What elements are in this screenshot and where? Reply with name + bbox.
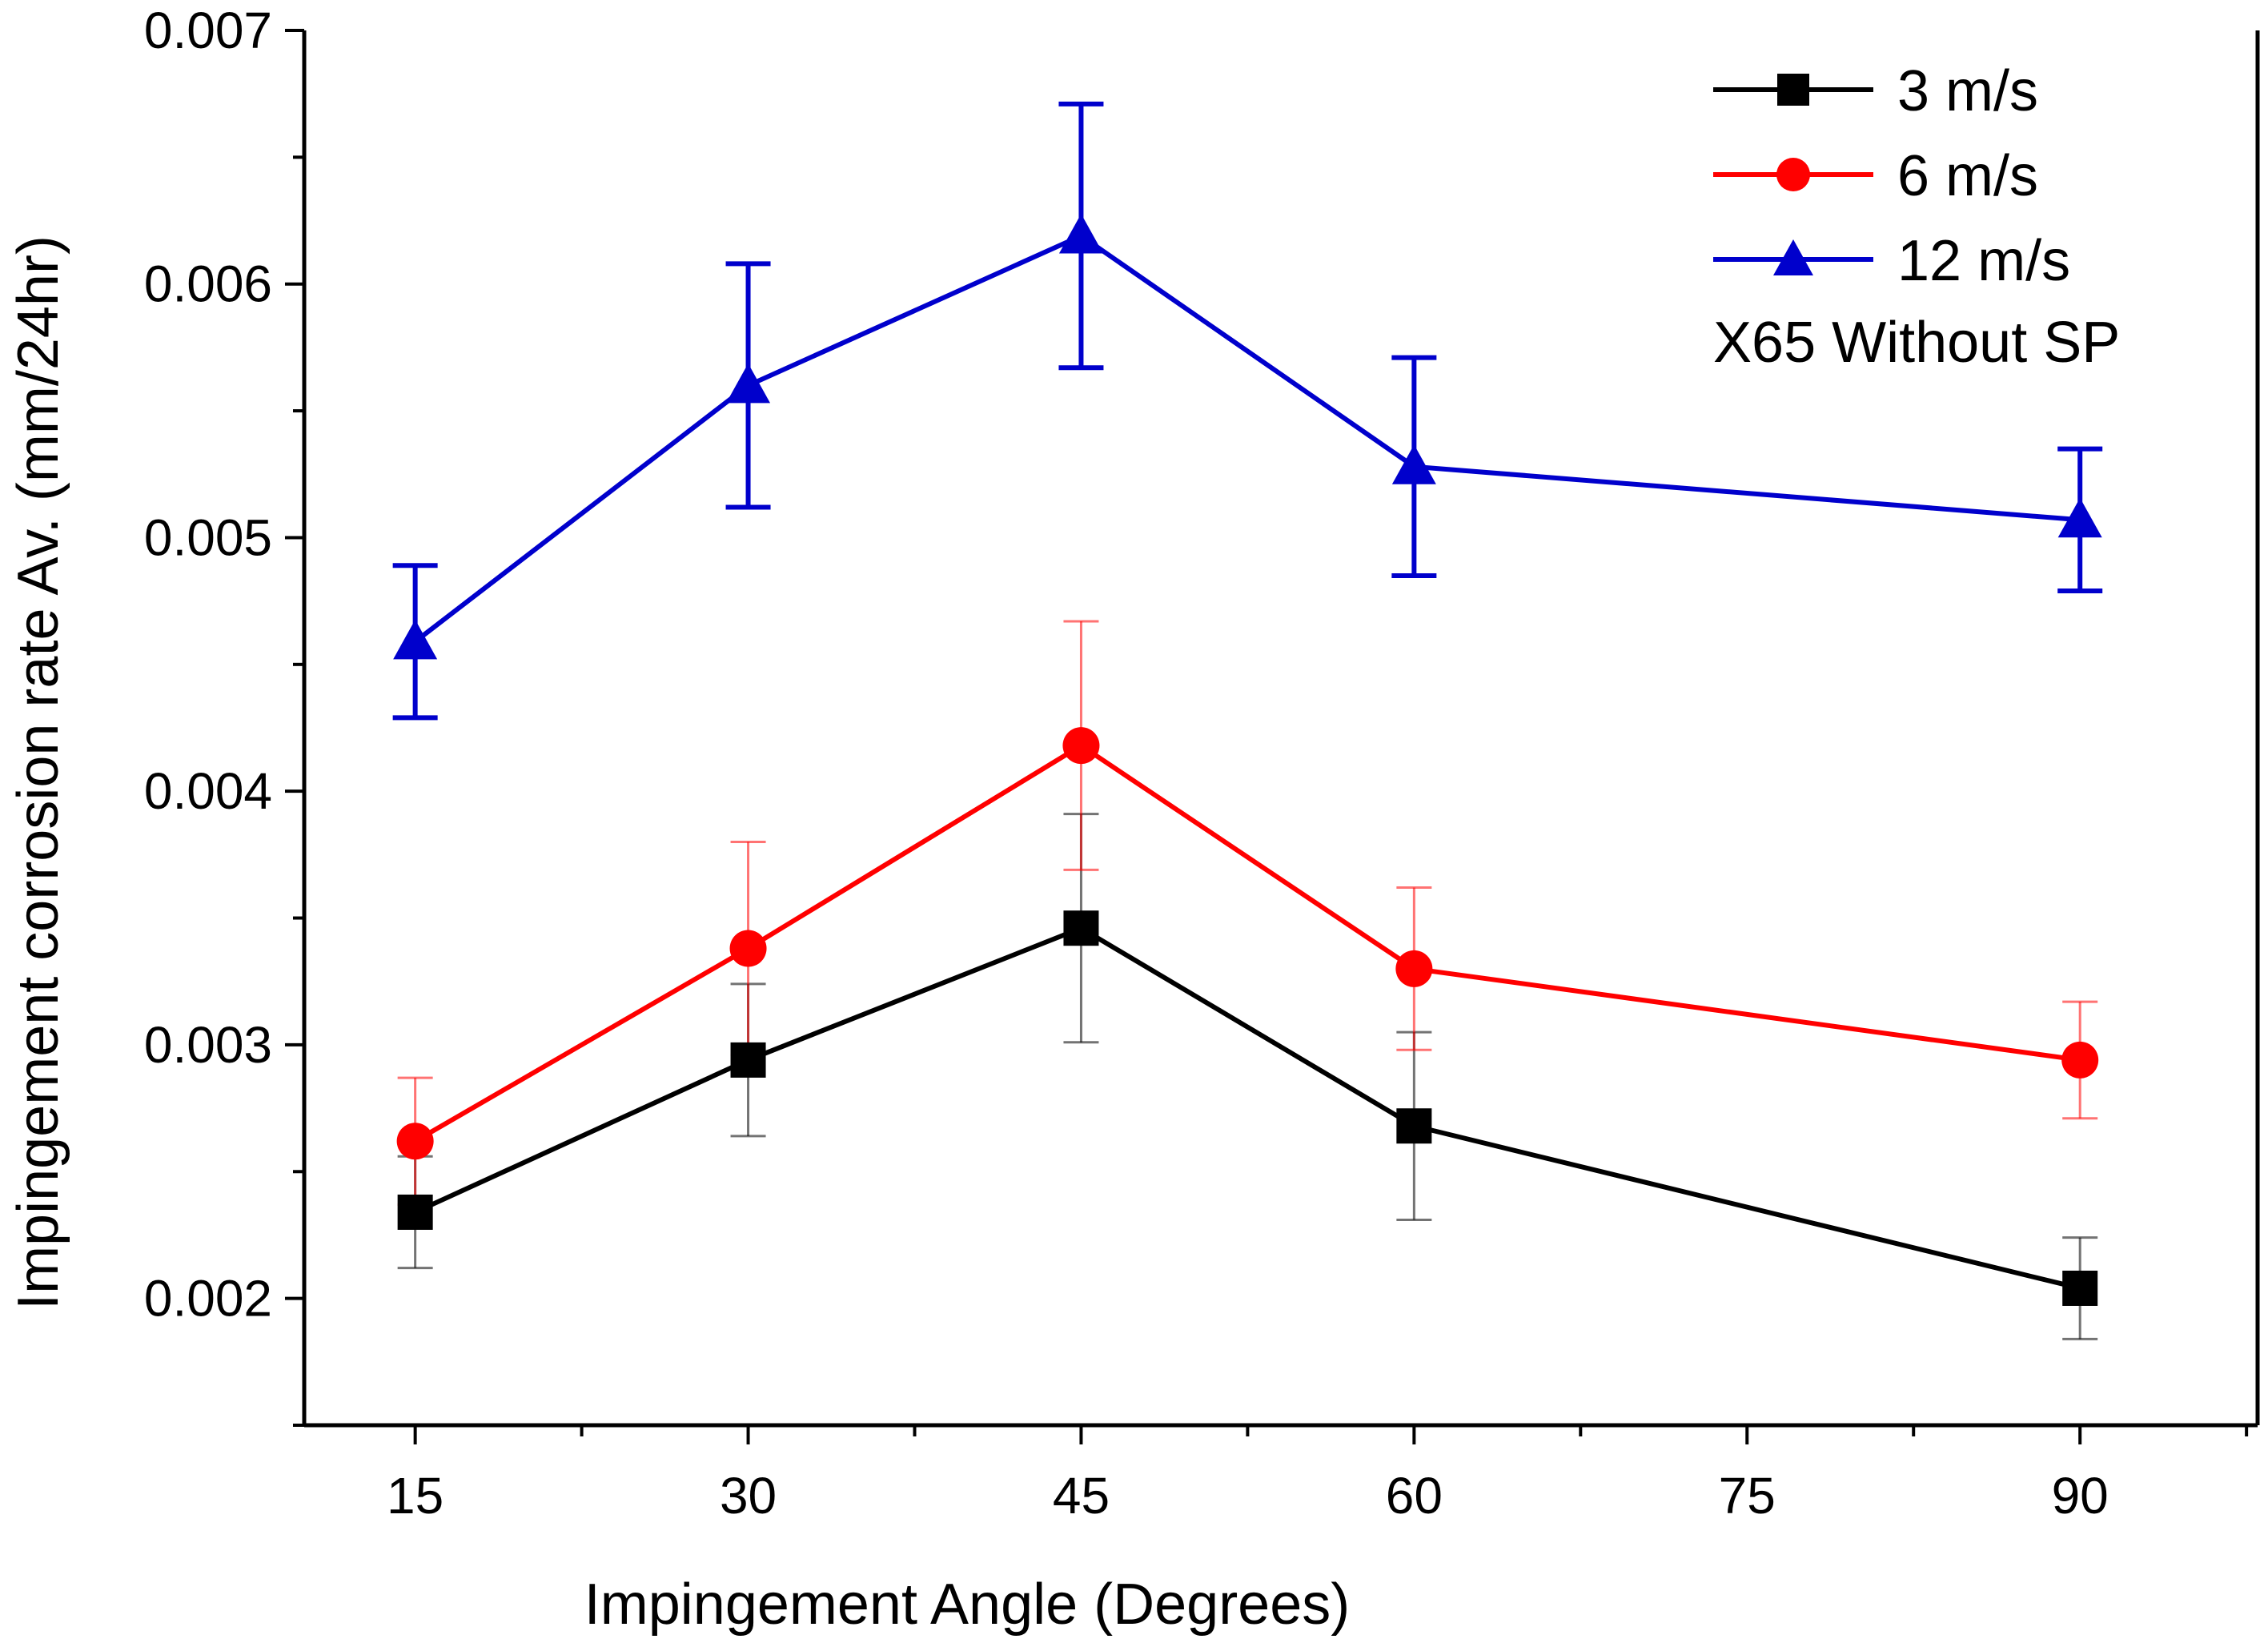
x-tick-label: 30 <box>720 1467 777 1525</box>
legend-marker <box>1777 74 1809 106</box>
data-point <box>1391 444 1436 484</box>
plot-frame <box>302 30 2260 1428</box>
legend-marker <box>1773 239 1813 275</box>
x-tick-label: 60 <box>1386 1467 1443 1525</box>
data-point <box>396 1123 434 1160</box>
series-markers <box>393 214 2102 1306</box>
x-axis-title: Impingement Angle (Degrees) <box>584 1573 1351 1637</box>
chart-annotation: X65 Without SP <box>1713 311 2120 375</box>
y-axis-ticks: 0.002 0.003 0.004 0.005 0.006 0.007 <box>144 2 304 1427</box>
data-point <box>1396 1108 1432 1144</box>
x-axis-ticks: 15 30 45 60 75 90 <box>387 1425 2249 1525</box>
data-point <box>1062 727 1100 765</box>
y-tick-label: 0.005 <box>144 508 272 566</box>
data-point <box>730 1042 766 1078</box>
y-tick-label: 0.007 <box>144 2 272 59</box>
legend-label: 12 m/s <box>1897 229 2070 293</box>
data-point <box>393 619 438 660</box>
y-axis-title: Impingement corrosion rate Av. (mm/24hr) <box>6 235 70 1310</box>
legend-label: 3 m/s <box>1897 59 2038 123</box>
y-tick-label: 0.003 <box>144 1016 272 1074</box>
y-tick-label: 0.004 <box>144 762 272 820</box>
series-lines <box>413 233 2081 1291</box>
data-point <box>2061 1041 2099 1079</box>
y-tick-label: 0.006 <box>144 255 272 313</box>
data-point <box>726 363 771 404</box>
x-tick-label: 90 <box>2052 1467 2109 1525</box>
data-point <box>2057 497 2102 538</box>
x-tick-label: 75 <box>1719 1467 1776 1525</box>
data-point <box>729 930 767 967</box>
legend-marker <box>1776 158 1810 191</box>
series-line <box>413 233 2081 644</box>
data-point <box>1058 214 1103 254</box>
series-line <box>414 742 2081 1143</box>
y-tick-label: 0.002 <box>144 1270 272 1328</box>
data-point <box>397 1194 433 1230</box>
x-tick-label: 15 <box>387 1467 444 1525</box>
data-point <box>1063 910 1099 946</box>
series-line <box>414 925 2081 1291</box>
legend-label: 6 m/s <box>1897 144 2038 208</box>
error-bars <box>392 101 2103 1340</box>
data-point <box>2062 1270 2098 1306</box>
legend: 3 m/s 6 m/s 12 m/s <box>1713 59 2070 293</box>
data-point <box>1395 950 1433 987</box>
x-tick-label: 45 <box>1053 1467 1110 1525</box>
